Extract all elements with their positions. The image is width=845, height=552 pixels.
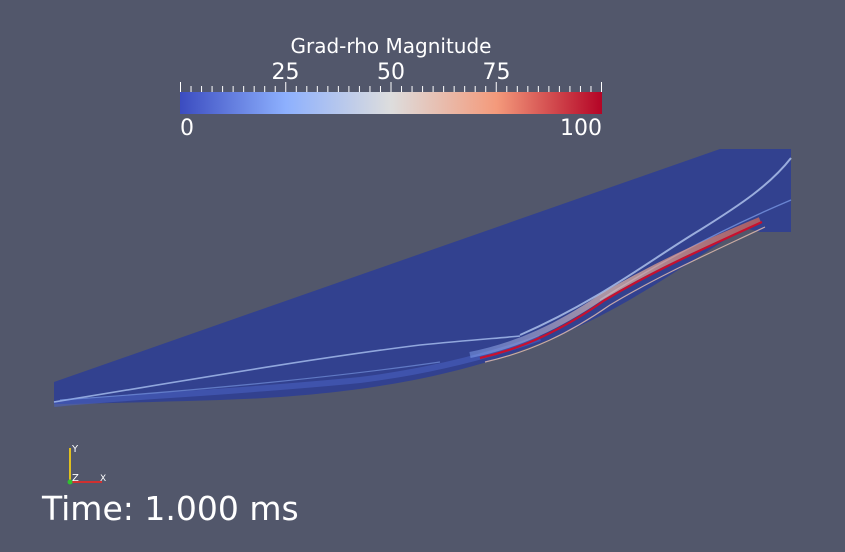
colorbar-tick-label: 75 [482,60,511,85]
x-axis-label: X [100,474,106,484]
reflected-wave [519,157,792,336]
colorbar-gradient [180,92,602,114]
z-axis-label: Z [72,473,79,484]
colorbar-tick-label: 50 [377,60,405,85]
colorbar-min-label: 0 [180,116,194,141]
compression-band-edge [484,226,766,363]
legend-title: Grad-rho Magnitude [290,34,492,58]
compression-band-core [479,220,763,360]
secondary-shock-line [59,361,441,401]
colorbar-tick-label: 25 [271,60,300,85]
colorbar-max-label: 100 [560,116,602,141]
lower-wall-band [53,335,541,407]
orientation-axes: Y Z X [67,444,106,485]
colorbar [180,82,602,114]
z-axis-dot [67,479,73,485]
time-annotation: Time: 1.000 ms [42,489,299,528]
colorbar-ticks [180,82,602,92]
compression-band-glow [469,217,762,358]
y-axis-label: Y [71,444,79,455]
oblique-shock-line [53,335,521,403]
domain-region [54,149,791,404]
